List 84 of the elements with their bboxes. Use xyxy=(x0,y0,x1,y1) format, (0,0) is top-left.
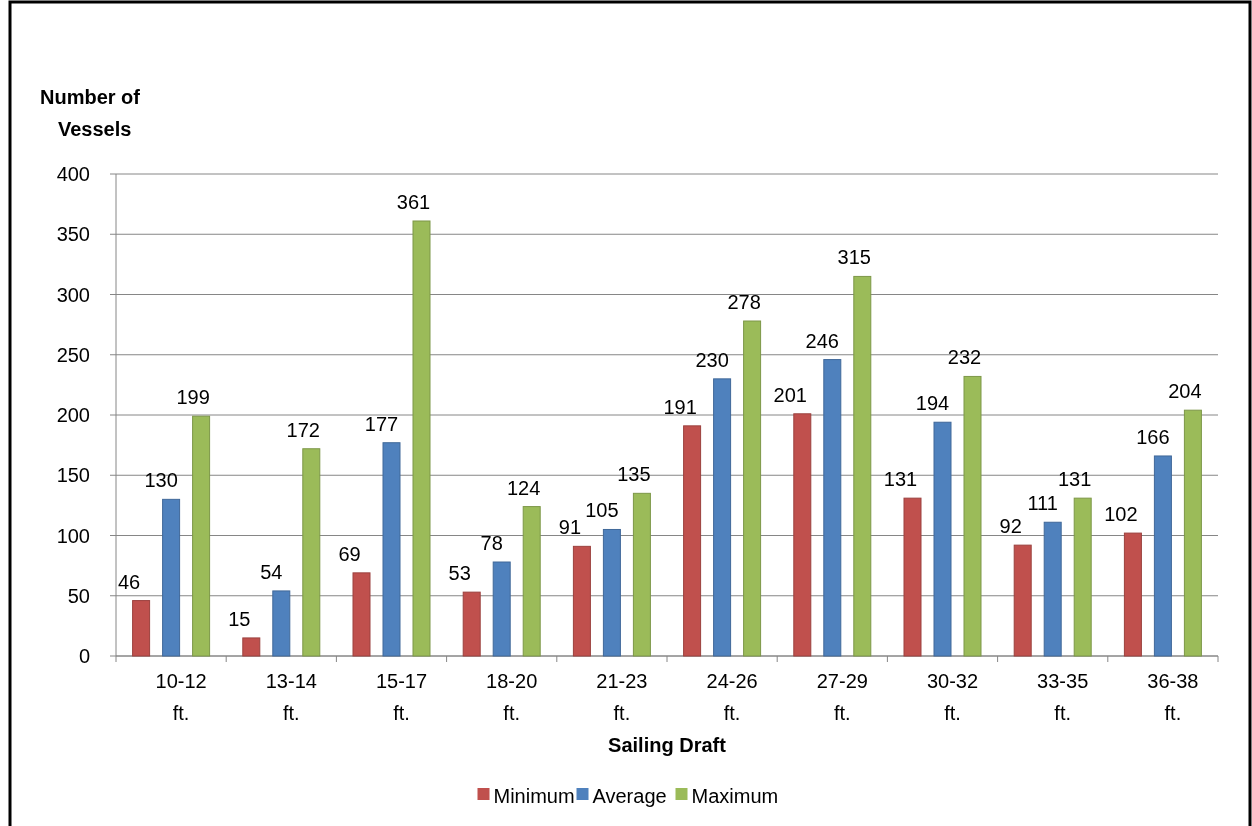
bar xyxy=(572,545,591,657)
data-label: 46 xyxy=(117,570,141,593)
x-tick-label: 13-14 ft. xyxy=(265,670,317,724)
x-axis-title: Sailing Draft xyxy=(608,734,727,756)
data-label: 199 xyxy=(176,386,210,409)
bar xyxy=(1153,455,1172,657)
bar xyxy=(162,498,181,657)
bar xyxy=(903,497,922,657)
data-label: 278 xyxy=(727,291,761,314)
y-axis-title: Number of Vessels xyxy=(40,86,141,140)
x-tick-label: 10-12 ft. xyxy=(155,670,207,724)
x-tick-label: 33-35 ft. xyxy=(1037,670,1089,724)
bar xyxy=(963,375,982,657)
data-label: 54 xyxy=(260,560,283,583)
data-label: 194 xyxy=(915,392,950,415)
bar xyxy=(853,275,872,657)
data-label: 92 xyxy=(999,515,1022,538)
y-tick-label: 150 xyxy=(56,464,90,487)
data-label: 230 xyxy=(695,348,729,371)
bar xyxy=(632,492,651,657)
data-label: 232 xyxy=(947,346,982,369)
data-label: 53 xyxy=(448,562,471,585)
legend-label: Minimum xyxy=(493,785,575,807)
x-tick-label: 30-32 ft. xyxy=(926,670,979,724)
bar xyxy=(683,425,702,657)
bar xyxy=(713,378,732,657)
x-tick-label: 24-26 ft. xyxy=(706,670,758,724)
y-tick-label: 250 xyxy=(56,343,90,366)
data-label: 131 xyxy=(883,468,918,491)
data-label: 361 xyxy=(396,190,431,213)
y-tick-label: 350 xyxy=(56,223,90,246)
data-label: 91 xyxy=(558,516,582,539)
bar xyxy=(1123,532,1142,657)
x-tick-label: 27-29 ft. xyxy=(816,670,868,724)
y-tick-label: 50 xyxy=(67,584,90,607)
x-tick-label: 21-23 ft. xyxy=(596,670,648,724)
data-label: 191 xyxy=(663,395,697,418)
legend-label: Maximum xyxy=(691,785,779,807)
data-label: 130 xyxy=(144,469,178,492)
data-label: 69 xyxy=(338,542,361,565)
bar xyxy=(823,359,842,657)
data-label: 105 xyxy=(585,499,619,522)
data-label: 204 xyxy=(1168,380,1202,403)
bar xyxy=(1073,497,1092,657)
bar xyxy=(272,590,291,657)
bar xyxy=(192,415,211,657)
data-label: 15 xyxy=(228,607,251,630)
data-label: 135 xyxy=(617,463,651,486)
bar xyxy=(1043,521,1062,657)
bar xyxy=(462,591,481,657)
data-label: 111 xyxy=(1027,492,1058,515)
bar xyxy=(793,413,812,657)
y-tick-label: 400 xyxy=(56,163,90,185)
x-tick-label: 18-20 ft. xyxy=(486,670,538,724)
y-tick-label: 300 xyxy=(56,283,90,306)
bar xyxy=(1183,409,1202,657)
bar xyxy=(352,572,371,657)
x-tick-label: 36-38 ft. xyxy=(1147,670,1199,724)
bar xyxy=(522,506,541,657)
y-tick-label: 100 xyxy=(56,524,90,547)
y-tick-label: 200 xyxy=(56,404,90,426)
bar xyxy=(1013,544,1032,657)
bar xyxy=(933,421,952,657)
bar xyxy=(242,637,261,657)
data-label: 102 xyxy=(1104,503,1138,526)
data-label: 131 xyxy=(1058,468,1092,491)
data-label: 166 xyxy=(1136,425,1170,448)
data-label: 177 xyxy=(364,412,399,435)
bar xyxy=(382,442,401,657)
legend-label: Average xyxy=(592,785,667,807)
data-label: 315 xyxy=(837,246,871,269)
data-label: 78 xyxy=(480,532,503,555)
bar xyxy=(743,320,762,657)
bar xyxy=(602,528,621,657)
bar xyxy=(132,600,151,657)
data-label: 246 xyxy=(805,329,839,352)
bar xyxy=(492,561,511,657)
data-label: 172 xyxy=(286,418,320,441)
y-tick-label: 0 xyxy=(78,645,90,667)
data-label: 201 xyxy=(773,383,807,406)
data-label: 124 xyxy=(507,476,541,499)
bar xyxy=(412,220,431,657)
x-tick-label: 15-17 ft. xyxy=(375,670,428,724)
bar xyxy=(302,448,321,657)
